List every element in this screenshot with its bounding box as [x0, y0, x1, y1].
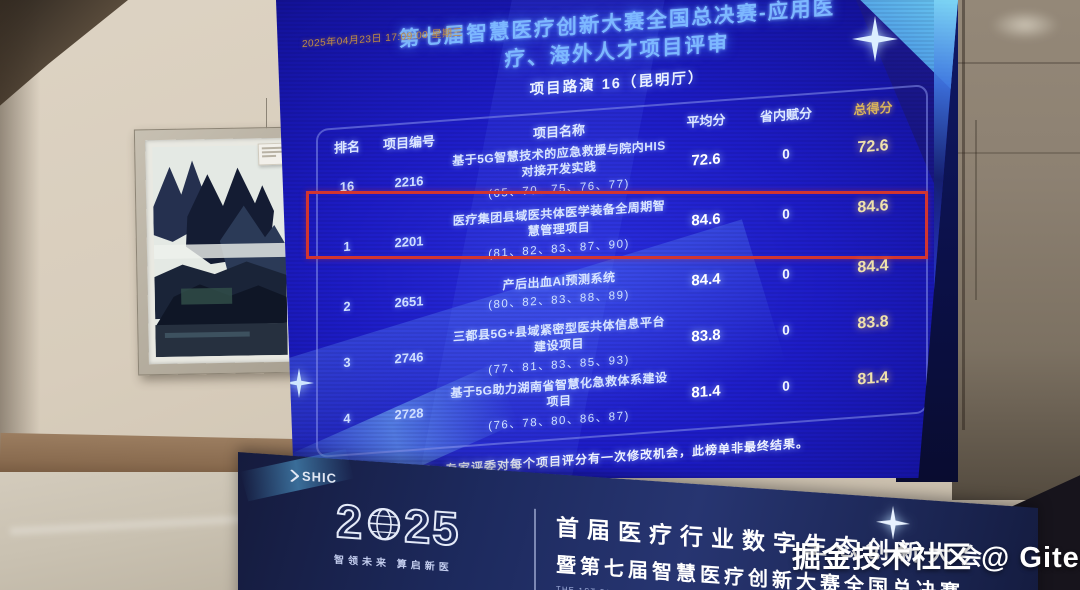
bonus-cell: 0 — [782, 146, 790, 162]
screen-content: 2025年04月23日 17:09:00 星期三 第七届智慧医疗创新大赛全国总决… — [276, 0, 958, 478]
chevron-icon — [290, 469, 299, 482]
total-cell: 84.4 — [857, 257, 889, 277]
total-cell: 72.6 — [857, 137, 889, 157]
project-id-cell: 2201 — [394, 233, 424, 251]
year-2025-logo: 2 25 — [335, 493, 461, 557]
painting-mat — [145, 137, 295, 365]
banner-divider — [534, 508, 536, 590]
shic-logo-text: SHIC — [302, 468, 338, 486]
average-cell: 83.8 — [691, 326, 721, 346]
bonus-cell: 0 — [782, 322, 790, 338]
watermark-text: 掘金技术社区 @ Gitee — [792, 542, 1080, 574]
globe-icon — [367, 507, 401, 540]
average-cell: 72.6 — [691, 150, 721, 170]
painting-frame — [133, 126, 307, 376]
project-id-cell: 2651 — [394, 293, 424, 311]
led-screen: 2025年04月23日 17:09:00 星期三 第七届智慧医疗创新大赛全国总决… — [276, 0, 958, 478]
project-name-cell: 产后出血AI预测系统 (80、82、83、88、89) — [448, 265, 670, 315]
marble-seam — [955, 152, 1080, 154]
header-average: 平均分 — [686, 112, 726, 131]
bonus-cell: 0 — [782, 266, 790, 282]
rank-cell: 2 — [343, 298, 351, 314]
marble-seam — [955, 62, 1080, 64]
average-cell: 84.6 — [691, 210, 721, 230]
total-cell: 83.8 — [857, 313, 889, 333]
landscape-painting-art — [152, 144, 288, 358]
year-digits: 25 — [403, 498, 461, 557]
average-cell: 81.4 — [691, 382, 721, 402]
led-pixel-texture — [276, 0, 958, 478]
average-cell: 84.4 — [691, 270, 721, 290]
project-id-cell: 2746 — [394, 349, 424, 367]
bonus-cell: 0 — [782, 206, 790, 222]
header-rank: 排名 — [333, 139, 360, 157]
rank-cell: 3 — [343, 354, 351, 370]
rank-cell: 16 — [339, 178, 355, 195]
project-name-cell: 基于5G助力湖南省智慧化急救体系建设项目 (76、78、80、86、87) — [448, 369, 670, 436]
total-cell: 84.6 — [857, 197, 889, 217]
marble-reflection — [990, 10, 1060, 40]
marble-seam — [962, 0, 965, 430]
bonus-cell: 0 — [782, 378, 790, 394]
marble-seam — [975, 120, 977, 300]
rank-cell: 1 — [343, 238, 351, 254]
placard-wire — [266, 98, 267, 144]
rank-cell: 4 — [343, 410, 351, 426]
score-table-panel: 排名 项目编号 项目名称 平均分 省内赋分 总得分 16 2216 基于5G智慧… — [306, 84, 928, 459]
total-cell: 81.4 — [857, 369, 889, 389]
project-name-cell: 医疗集团县域医共体医学装备全周期智慧管理项目 (81、82、83、87、90) — [448, 197, 670, 264]
shic-logo: SHIC — [290, 468, 337, 486]
project-id-cell: 2728 — [394, 405, 424, 423]
year-digit: 2 — [335, 493, 365, 550]
marble-wall — [952, 0, 1080, 500]
project-id-cell: 2216 — [394, 173, 424, 191]
